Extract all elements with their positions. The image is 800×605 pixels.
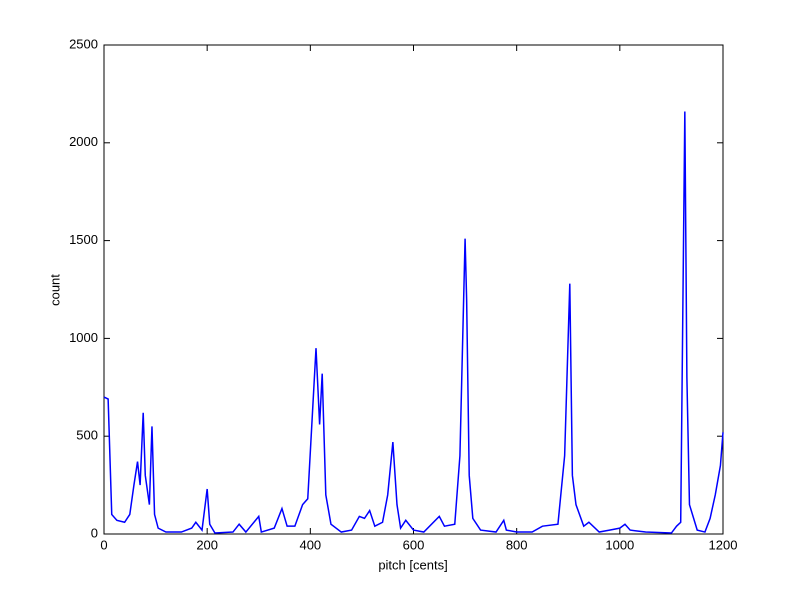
x-axis-label: pitch [cents] [378,557,447,572]
data-line [103,111,724,534]
y-tick-label: 2000 [69,134,98,149]
y-tick-label: 0 [91,525,98,540]
y-tick-label: 500 [76,428,98,443]
x-tick-label: 0 [100,537,107,552]
x-tick-label: 1000 [605,537,634,552]
x-tick-label: 600 [403,537,425,552]
x-tick-label: 400 [299,537,321,552]
axes-box [103,44,724,535]
y-tick-label: 2500 [69,36,98,51]
x-tick-label: 200 [196,537,218,552]
x-tick-label: 1200 [709,537,738,552]
y-axis-label: count [47,274,62,306]
x-tick-label: 800 [506,537,528,552]
y-tick-label: 1500 [69,232,98,247]
y-tick-label: 1000 [69,330,98,345]
